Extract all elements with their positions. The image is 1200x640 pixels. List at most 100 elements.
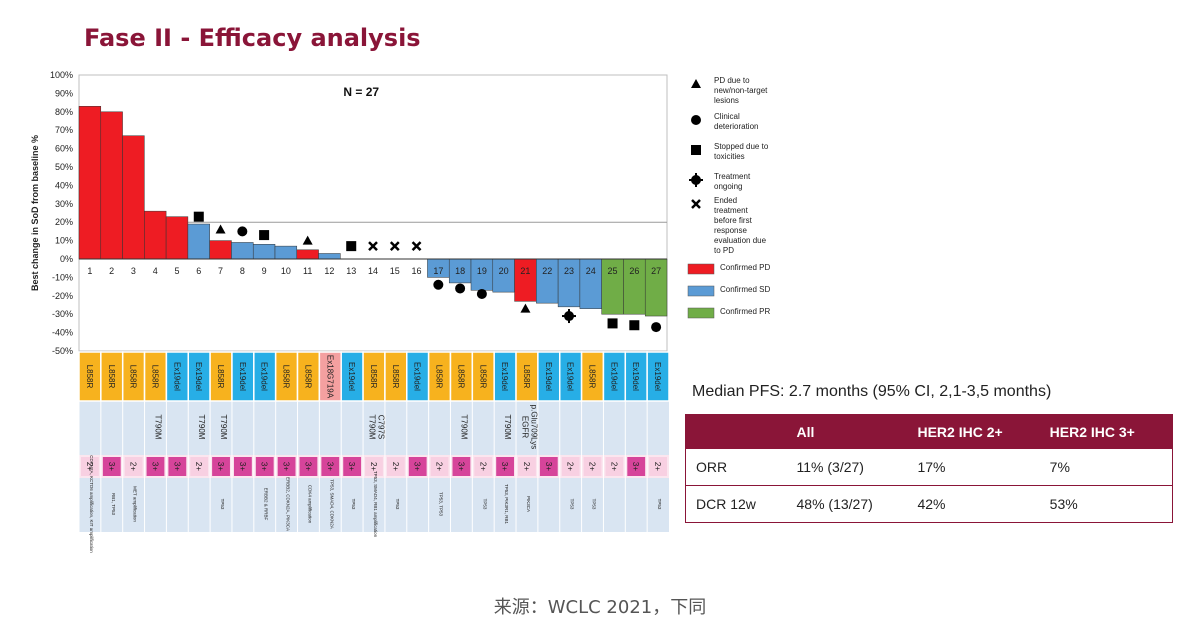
marker-square <box>193 211 204 222</box>
her2-cell <box>343 457 362 476</box>
y-tick-label: 10% <box>55 236 73 246</box>
x-tick-label: 5 <box>174 266 179 276</box>
mutation-label: Ex19del <box>544 362 553 391</box>
x-tick-label: 3 <box>131 266 136 276</box>
mutation-label: L858R <box>391 365 400 389</box>
her2-cell <box>561 457 580 476</box>
median-pfs-text: Median PFS: 2.7 months (95% CI, 2,1-3,5 … <box>692 383 1052 400</box>
her2-label: 3+ <box>172 462 181 471</box>
marker-cross-stroke <box>368 241 378 252</box>
x-tick-label: 23 <box>564 266 574 276</box>
x-tick-label: 8 <box>240 266 245 276</box>
x-tick-label: 1 <box>87 266 92 276</box>
mutation-label: L858R <box>588 365 597 389</box>
coalteration-label: TP53, SMAD4, RB1 amplification <box>373 471 378 538</box>
coalteration-label: ERBB2, CDKN2A, PIK3CA <box>286 477 291 531</box>
legend-label: treatment <box>714 206 749 215</box>
her2-cell <box>496 457 515 476</box>
legend-label: Treatment <box>714 172 751 181</box>
her2-cell <box>583 457 602 476</box>
her2-cell <box>365 457 383 476</box>
table-cell: 11% (3/27) <box>786 448 908 486</box>
her2-cell <box>539 457 558 476</box>
resistance-label: T790M <box>503 415 512 440</box>
table-row-dcr: DCR 12w 48% (13/27) 42% 53% <box>685 485 1173 523</box>
resistance-label: C797S <box>377 415 386 439</box>
her2-cell <box>81 457 99 476</box>
her2-label: 3+ <box>500 462 509 471</box>
mutation-label: L858R <box>369 365 378 389</box>
marker-square <box>259 230 270 241</box>
bar <box>252 244 276 260</box>
her2-cell <box>146 457 165 476</box>
x-tick-label: 12 <box>324 266 334 276</box>
her2-cell <box>386 457 405 476</box>
bar <box>296 249 319 260</box>
x-tick-label: 26 <box>629 266 639 276</box>
marker-circle <box>476 288 487 299</box>
bar <box>78 106 102 260</box>
coalteration-label: RB1, TP53 <box>111 493 116 515</box>
coalteration-label: CDK4 amplification <box>307 485 312 524</box>
legend-label: Ended <box>714 196 737 205</box>
her2-label: 2+ <box>522 462 531 471</box>
marker-cross <box>368 241 378 252</box>
legend-plus-circle-icon <box>689 173 703 187</box>
her2-label: 2+ <box>609 462 618 471</box>
mutation-label: Ex18G719A <box>325 355 334 399</box>
table-cell: ORR <box>685 448 787 486</box>
y-tick-label: -50% <box>52 346 73 356</box>
her2-label: 3+ <box>544 462 553 471</box>
legend-label: before first <box>714 216 753 225</box>
marker-triangle <box>520 303 531 313</box>
her2-cell <box>627 457 646 476</box>
x-tick-label: 24 <box>586 266 596 276</box>
her2-label: 3+ <box>303 462 312 471</box>
table-cell: DCR 12w <box>685 485 787 523</box>
x-tick-label: 2 <box>109 266 114 276</box>
table-header-cell: HER2 IHC 3+ <box>1039 414 1173 449</box>
table-row-orr: ORR 11% (3/27) 17% 7% <box>685 448 1173 486</box>
legend-label: new/non-target <box>714 86 768 95</box>
mutation-label: Ex19del <box>653 362 662 391</box>
y-tick-label: -10% <box>52 272 73 282</box>
marker-circle <box>455 283 466 294</box>
mutation-label: Ex19del <box>413 362 422 391</box>
coalteration-label: TP53 <box>657 499 662 510</box>
mutation-label: L858R <box>303 365 312 389</box>
y-axis-label: Best change in SoD from baseline % <box>30 135 40 291</box>
marker-triangle <box>215 224 226 234</box>
x-tick-label: 4 <box>153 266 158 276</box>
x-tick-label: 17 <box>433 266 443 276</box>
table-header-cell <box>685 414 787 449</box>
her2-label: 3+ <box>282 462 291 471</box>
bar <box>318 253 341 260</box>
her2-label: 3+ <box>216 462 225 471</box>
coalteration-label: TP53 <box>570 499 575 510</box>
mutation-label: L858R <box>456 365 465 389</box>
legend-circle-icon <box>691 115 701 125</box>
marker-cross-stroke <box>389 241 400 252</box>
x-tick-label: 14 <box>368 266 378 276</box>
her2-cell <box>408 457 427 476</box>
x-tick-label: 21 <box>520 266 530 276</box>
coalteration-label: TP53 <box>482 499 487 510</box>
bar <box>144 210 167 260</box>
mutation-label: Ex19del <box>500 362 509 391</box>
her2-label: 2+ <box>391 462 400 471</box>
her2-label: 2+ <box>85 462 94 471</box>
legend-label: Confirmed PR <box>720 307 770 316</box>
x-tick-label: 27 <box>651 266 661 276</box>
legend-cross-icon-stroke <box>691 199 701 209</box>
y-tick-label: -20% <box>52 291 73 301</box>
table-cell: 7% <box>1039 448 1173 486</box>
coalteration-row-bg <box>79 478 669 532</box>
her2-cell <box>430 457 449 476</box>
legend-label: response <box>714 226 747 235</box>
her2-label: 2+ <box>369 462 378 471</box>
her2-label: 2+ <box>588 462 597 471</box>
mutation-label: Ex19del <box>172 362 181 391</box>
legend-label: lesions <box>714 96 739 105</box>
her2-cell <box>452 457 471 476</box>
table-cell: 53% <box>1039 485 1173 523</box>
